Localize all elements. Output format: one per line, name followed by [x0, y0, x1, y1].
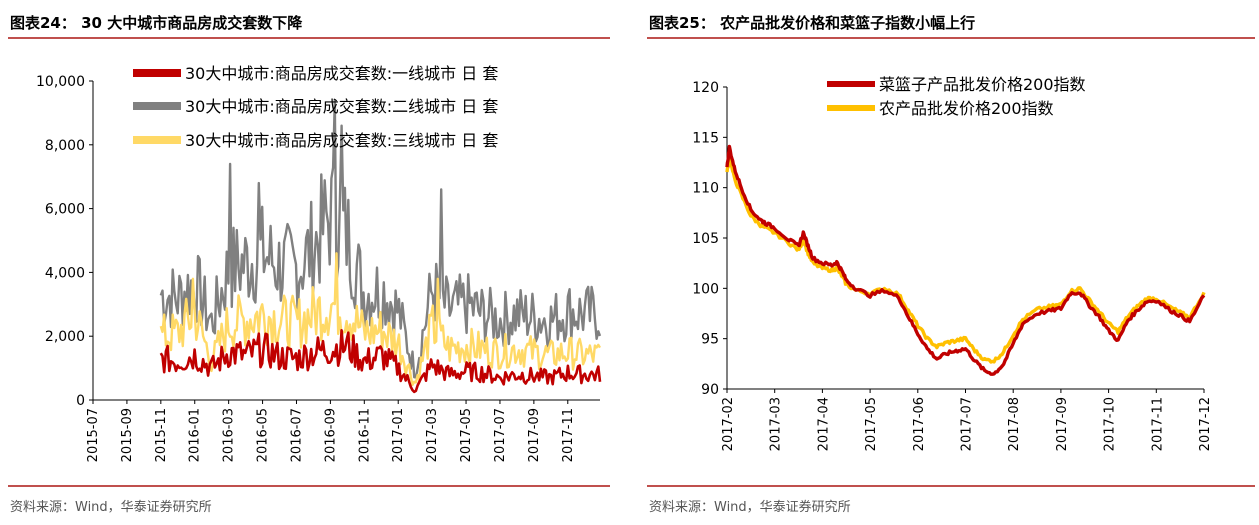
right-chart: 90 95 100 105 110 115 120 2017-02 2017-03 2017-04… [692, 75, 1213, 451]
left-x-tick-label: 2017-05 [459, 408, 474, 462]
right-x-tick-label: 2017-04 [816, 397, 831, 451]
right-source: 资料来源：Wind，华泰证券研究所 [649, 500, 851, 515]
left-x-tick-label: 2017-07 [493, 408, 508, 462]
right-series-line [725, 156, 1206, 364]
left-y-tick-label: 6,000 [45, 202, 85, 218]
right-x-tick-label: 2017-10 [1103, 397, 1118, 451]
right-legend-label: 菜篮子产品批发价格200指数 [879, 75, 1086, 94]
left-x-tick-label: 2017-09 [527, 408, 542, 462]
left-x-tick-label: 2015-09 [120, 408, 135, 462]
left-y-tick-label: 10,000 [36, 74, 85, 90]
right-x-tick-label: 2017-05 [864, 397, 879, 451]
left-chart: 0 2,000 4,000 6,000 8,000 10,000 2015-07 2015-0… [36, 64, 602, 462]
left-x-tick-label: 2017-11 [561, 408, 576, 462]
right-y-tick-label: 110 [692, 181, 719, 197]
left-x-tick-label: 2016-01 [188, 408, 203, 462]
right-x-tick-label: 2017-06 [912, 397, 927, 451]
right-x-tick-label: 2017-03 [769, 397, 784, 451]
right-x-tick-label: 2017-02 [721, 397, 736, 451]
left-x-tick-label: 2015-11 [154, 408, 169, 462]
right-panel: 图表25： 农产品批发价格和菜篮子指数小幅上行 90 95 100 105 110 115… [641, 0, 1259, 525]
right-y-tick-label: 105 [692, 231, 719, 247]
left-legend-label: 30大中城市:商品房成交套数:二线城市 日 套 [185, 97, 498, 116]
left-y-tick-label: 2,000 [45, 329, 85, 345]
right-x-tick-label: 2017-12 [1198, 397, 1213, 451]
right-x-tick-label: 2017-11 [1150, 397, 1165, 451]
left-x-tick-label: 2016-11 [357, 408, 372, 462]
right-x-tick-label: 2017-07 [960, 397, 975, 451]
left-series-line [159, 328, 602, 394]
right-y-tick-label: 100 [692, 281, 719, 297]
right-y-tick-label: 95 [701, 332, 719, 348]
left-y-tick-label: 8,000 [45, 138, 85, 154]
right-footer-rule [647, 485, 1255, 487]
left-x-tick-label: 2016-07 [289, 408, 304, 462]
right-x-tick-label: 2017-08 [1007, 397, 1022, 451]
left-x-tick-label: 2017-01 [391, 408, 406, 462]
left-footer-rule [8, 485, 610, 487]
right-y-tick-label: 90 [701, 382, 719, 398]
right-y-tick-label: 120 [692, 80, 719, 96]
right-legend-label: 农产品批发价格200指数 [879, 99, 1054, 118]
right-figure-title: 图表25： 农产品批发价格和菜篮子指数小幅上行 [649, 14, 976, 32]
right-y-tick-label: 115 [692, 130, 719, 146]
left-legend-label: 30大中城市:商品房成交套数:一线城市 日 套 [185, 64, 498, 83]
left-x-tick-label: 2016-05 [256, 408, 271, 462]
left-title-rule [8, 37, 610, 39]
left-x-tick-label: 2015-07 [86, 408, 101, 462]
left-figure-title: 图表24： 30 大中城市商品房成交套数下降 [10, 14, 303, 32]
left-x-tick-label: 2017-03 [425, 408, 440, 462]
left-series-line [159, 252, 602, 387]
left-y-tick-label: 4,000 [45, 265, 85, 281]
right-series-line [725, 144, 1206, 376]
left-y-tick-label: 0 [76, 393, 85, 409]
right-x-tick-label: 2017-09 [1055, 397, 1070, 451]
right-title-rule [647, 37, 1255, 39]
left-legend-label: 30大中城市:商品房成交套数:三线城市 日 套 [185, 131, 498, 150]
left-x-tick-label: 2016-03 [222, 408, 237, 462]
left-source: 资料来源：Wind，华泰证券研究所 [10, 500, 212, 515]
left-panel: 图表24： 30 大中城市商品房成交套数下降 0 2,000 4,000 6,000 8… [0, 0, 614, 525]
left-x-tick-label: 2016-09 [323, 408, 338, 462]
